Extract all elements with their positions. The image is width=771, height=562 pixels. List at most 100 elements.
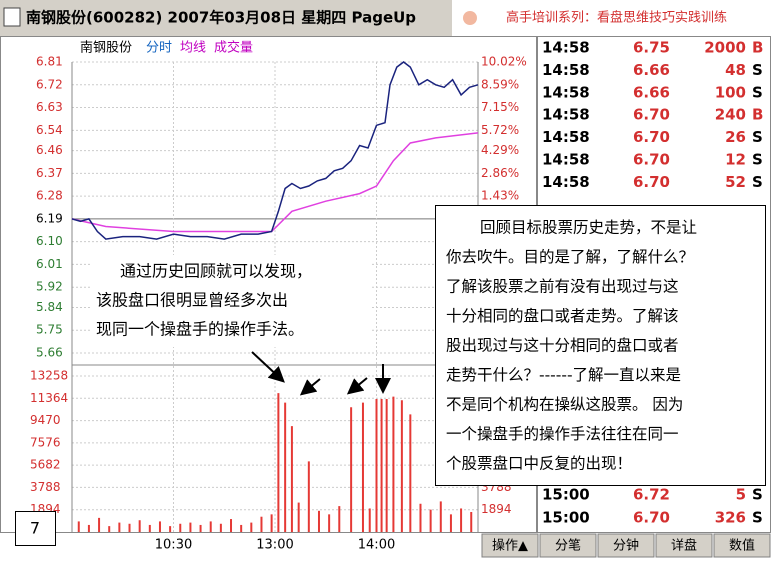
y-tick-label: 6.81 [36,55,63,69]
tab-button[interactable] [481,533,539,558]
note-text: 现同一个操盘手的操作手法。 [96,320,304,339]
chart-tab: 均线 [180,41,206,56]
trade-time: 15:00 [542,509,590,527]
arrow [346,377,368,395]
trade-side: S [752,486,763,504]
trade-price: 6.70 [633,151,670,169]
volume-tick-label: 5682 [30,458,61,472]
trade-volume: 100 [715,83,746,101]
y-tick-label: 6.54 [36,123,63,137]
note-text: 一个操盘手的操作手法往往在同一 [446,424,679,443]
x-tick-label: 10:30 [155,538,192,553]
trade-time: 14:58 [542,83,590,101]
trade-side: B [752,39,763,57]
tab-label[interactable]: 数值 [729,538,755,554]
tab-label[interactable]: 详盘 [671,538,697,554]
tab-button[interactable] [597,533,655,558]
chart-tab: 分时 [146,41,172,56]
note-box [92,255,370,347]
trade-volume: 48 [725,61,746,79]
trade-price: 6.70 [633,173,670,191]
trade-volume: 326 [715,509,746,527]
note-text: 你去吹牛。目的是了解，了解什么？ [446,248,694,266]
y-tick-label: 6.10 [36,234,63,248]
trade-side: B [752,106,763,124]
trade-side: S [752,173,763,191]
y-tick-label: 6.46 [36,143,63,157]
trade-time: 14:58 [542,106,590,124]
y-tick-label: 5.75 [36,323,63,337]
app-icon [3,7,21,27]
trade-side: S [752,509,763,527]
volume-tick-label: 7576 [30,435,61,449]
trade-time: 14:58 [542,151,590,169]
trade-side: S [752,151,763,169]
y-tick-label: 5.66 [36,346,63,360]
note-text: 股出现过与这十分相同的盘口或者 [446,336,679,355]
trade-price: 6.70 [633,509,670,527]
tab-button[interactable] [713,533,771,558]
x-tick-label: 13:00 [256,538,293,553]
note-text: 个股票盘口中反复的出现！ [446,454,632,473]
trade-price: 6.72 [633,486,670,504]
note-text: 不是同个机构在操纵这股票。 因为 [446,396,683,414]
volume-tick-label: 9470 [30,413,61,427]
trade-time: 14:58 [542,61,590,79]
pct-tick-label: 7.15% [481,100,519,114]
tab-label[interactable]: 操作▲ [492,538,528,554]
y-tick-label: 6.37 [36,166,63,180]
trade-time: 14:58 [542,173,590,191]
pct-tick-label: 8.59% [481,77,519,91]
note-text: 了解该股票之前有没有出现过与这 [446,278,679,296]
trade-side: S [752,128,763,146]
trade-side: S [752,83,763,101]
trade-time: 15:00 [542,486,590,504]
note-text: 回顾目标股票历史走势，不是让 [480,219,697,237]
average-line [71,132,479,233]
note-text: 该股盘口很明显曾经多次出 [96,291,288,310]
note-text: 通过历史回顾就可以发现， [120,262,312,281]
trade-time: 14:58 [542,39,590,57]
trade-time: 14:58 [542,128,590,146]
volume-tick-label: 1894 [481,502,512,516]
banner-icon [463,11,477,25]
y-tick-label: 6.63 [36,100,63,114]
tab-button[interactable] [539,533,597,558]
tab-label[interactable]: 分钟 [613,538,639,554]
price-line [71,61,479,240]
pct-tick-label: 2.86% [481,166,519,180]
trade-price: 6.66 [633,61,670,79]
arrow [251,351,285,383]
arrow [299,378,321,396]
trade-volume: 5 [736,486,746,504]
volume-tick-label: 11364 [30,391,68,405]
pct-tick-label: 10.02% [481,55,527,69]
volume-tick-label: 13258 [30,369,68,383]
note-text: 十分相同的盘口或者走势。了解该 [446,306,679,325]
trade-volume: 2000 [704,39,746,57]
pct-tick-label: 5.72% [481,123,519,137]
trade-volume: 12 [725,151,746,169]
trade-volume: 26 [725,128,746,146]
chart-tab: 成交量 [214,40,253,56]
y-tick-label: 6.19 [36,211,63,225]
trade-volume: 240 [715,106,746,124]
tab-button[interactable] [655,533,713,558]
trade-price: 6.66 [633,83,670,101]
trade-price: 6.75 [633,39,670,57]
pct-tick-label: 1.43% [481,189,519,203]
trade-side: S [752,61,763,79]
window-title: 南钢股份(600282) 2007年03月08日 星期四 PageUp [26,9,416,27]
banner-box [452,0,771,36]
stock-name: 南钢股份 [80,40,132,56]
y-tick-label: 5.92 [36,280,63,294]
trade-price: 6.70 [633,128,670,146]
tab-label[interactable]: 分笔 [555,538,581,554]
trade-price: 6.70 [633,106,670,124]
page-number: 7 [30,519,40,538]
pct-tick-label: 4.29% [481,143,519,157]
volume-tick-label: 3788 [30,480,61,494]
y-tick-label: 6.01 [36,257,63,271]
note-text: 走势干什么？------了解一直以来是 [446,366,681,384]
